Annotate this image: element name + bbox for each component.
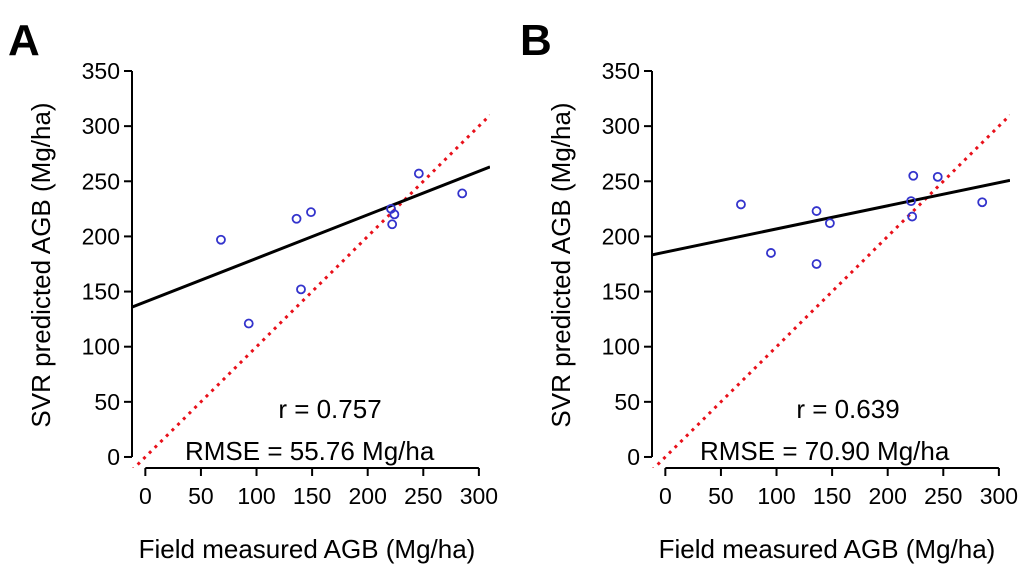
panel-a-x-tick-label: 300 (460, 483, 498, 509)
panel-a-data-point (306, 207, 316, 218)
panel-a-y-tick-label: 150 (82, 279, 120, 305)
panel-a-x-tick-label: 0 (139, 483, 152, 509)
panel-b-x-tick-label: 200 (869, 483, 907, 509)
panel-b-fit-line (652, 178, 1010, 257)
panel-a-x-tick-label: 50 (188, 483, 214, 509)
panel-b-data-point (766, 248, 776, 258)
panel-b-xlabel: Field measured AGB (Mg/ha) (659, 534, 996, 564)
panel-b-data-point (908, 170, 919, 181)
panel-b-data-point (811, 259, 822, 269)
panel-a-x-tick-label: 100 (237, 483, 275, 509)
panel-a-data-point (457, 188, 468, 199)
panel-b-y-tick-label: 300 (602, 113, 640, 139)
panel-a-y-tick-label: 50 (94, 389, 120, 415)
panel-b-x-tick-label: 50 (708, 483, 734, 509)
panel-b-y-tick-label: 50 (614, 389, 640, 415)
panel-b-plot: 0 50 100 150 200 250 300 350 0 50 100 150 200 250 300 (602, 58, 1018, 509)
panel-a-y-tick-label: 200 (82, 223, 120, 249)
panel-b-r-label: r = 0.639 (796, 394, 899, 424)
panel-a-y-tick-label: 350 (82, 58, 120, 84)
panel-a-x-tick-label: 200 (349, 483, 387, 509)
panel-b-data-point (932, 171, 943, 182)
panel-b-data-point (906, 196, 916, 207)
panel-b-x-tick-label: 100 (757, 483, 795, 509)
panel-a-rmse-label: RMSE = 55.76 Mg/ha (185, 436, 435, 466)
panel-b-x-tick-label: 250 (924, 483, 962, 509)
panel-b-letter: B (520, 16, 552, 65)
panel-a-x-tick-label: 250 (404, 483, 442, 509)
panel-a-y-tick-label: 0 (107, 444, 120, 470)
panel-a-data-point (296, 284, 306, 295)
panel-a-data-point (216, 234, 226, 245)
panel-b-data-point (736, 199, 746, 210)
panel-b-x-tick-label: 150 (813, 483, 851, 509)
panel-a-y-tick-label: 100 (82, 334, 120, 360)
panel-b-x-tick-label: 0 (659, 483, 672, 509)
panel-a-y-tick-label: 300 (82, 113, 120, 139)
panel-b: B 0 50 100 150 200 250 300 350 0 50 100 150 200 250 30… (520, 16, 1018, 564)
panel-a-data-point (243, 318, 254, 329)
panel-a-plot: 0 50 100 150 200 250 300 350 0 50 100 150 200 250 300 (82, 58, 498, 509)
panel-b-data-point (907, 211, 918, 222)
panel-b-y-tick-label: 150 (602, 279, 640, 305)
panel-b-y-tick-label: 250 (602, 168, 640, 194)
panel-a-letter: A (8, 16, 40, 65)
panel-a-xlabel: Field measured AGB (Mg/ha) (139, 534, 476, 564)
panel-a-ylabel: SVR predicted AGB (Mg/ha) (26, 102, 56, 427)
panel-b-y-tick-label: 200 (602, 223, 640, 249)
panel-a-data-point (413, 168, 424, 179)
panel-b-data-point (811, 206, 822, 216)
panel-a-y-tick-label: 250 (82, 168, 120, 194)
panel-a-data-point (291, 213, 302, 224)
panel-b-rmse-label: RMSE = 70.90 Mg/ha (700, 436, 950, 466)
panel-b-y-tick-label: 100 (602, 334, 640, 360)
panel-b-x-tick-label: 300 (980, 483, 1018, 509)
panel-a-data-point (389, 209, 400, 220)
panel-b-y-tick-label: 350 (602, 58, 640, 84)
panel-a-x-tick-label: 150 (293, 483, 331, 509)
panel-b-data-point (977, 197, 988, 208)
panel-b-y-tick-label: 0 (627, 444, 640, 470)
panel-a: A 0 50 100 150 200 250 300 350 0 50 100 150 200 250 30… (8, 16, 498, 564)
panel-b-data-point (824, 218, 835, 229)
panel-b-ylabel: SVR predicted AGB (Mg/ha) (546, 102, 576, 427)
panel-a-data-point (387, 219, 398, 230)
panel-a-r-label: r = 0.757 (278, 394, 381, 424)
panel-a-fit-line (132, 165, 490, 309)
